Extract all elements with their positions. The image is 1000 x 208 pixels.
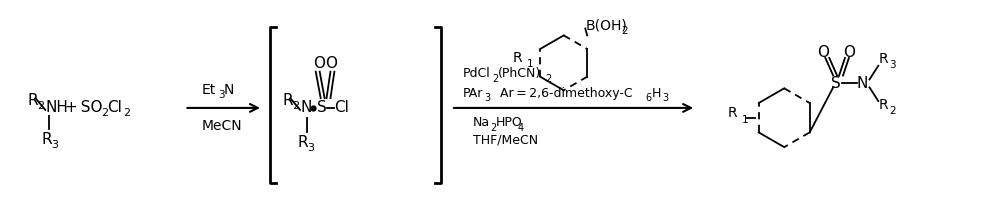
Text: Cl: Cl	[334, 100, 349, 115]
Text: 2: 2	[545, 73, 551, 84]
Text: 2: 2	[622, 26, 628, 36]
Text: H: H	[652, 87, 661, 100]
Text: O: O	[843, 45, 855, 59]
Text: THF/MeCN: THF/MeCN	[473, 134, 538, 147]
Text: N: N	[300, 100, 311, 115]
Text: N: N	[224, 83, 234, 97]
Text: O: O	[818, 45, 830, 59]
Text: + SO: + SO	[65, 100, 102, 115]
Text: Et: Et	[202, 83, 216, 97]
Text: 3: 3	[889, 60, 896, 70]
Text: R: R	[878, 52, 888, 66]
Text: HPO: HPO	[496, 116, 523, 129]
Text: Na: Na	[473, 116, 490, 129]
Text: R: R	[41, 132, 52, 147]
Text: 2: 2	[101, 108, 108, 118]
Text: 2: 2	[490, 123, 496, 132]
Text: NH: NH	[45, 100, 68, 115]
Text: 6: 6	[645, 93, 651, 103]
Text: (PhCN): (PhCN)	[498, 67, 541, 80]
Text: 1: 1	[742, 115, 749, 125]
Text: 2: 2	[37, 101, 45, 111]
Text: B(OH): B(OH)	[585, 19, 627, 33]
Text: O: O	[313, 56, 325, 71]
Text: 3: 3	[484, 93, 490, 103]
Text: 3: 3	[51, 140, 58, 150]
Text: 3: 3	[218, 90, 224, 100]
Text: 4: 4	[518, 123, 524, 132]
Text: PAr: PAr	[463, 87, 483, 100]
Text: 2: 2	[492, 73, 498, 84]
Text: S: S	[317, 100, 326, 115]
Text: R: R	[282, 93, 293, 108]
Text: R: R	[727, 106, 737, 120]
Text: S: S	[831, 76, 841, 91]
Text: 2: 2	[889, 106, 896, 116]
Text: 3: 3	[663, 93, 669, 103]
Text: R: R	[28, 93, 38, 108]
Text: R: R	[513, 51, 522, 65]
Text: 2: 2	[123, 108, 130, 118]
Text: PdCl: PdCl	[463, 67, 491, 80]
Text: MeCN: MeCN	[202, 119, 243, 132]
Text: N: N	[857, 76, 868, 91]
Text: R: R	[297, 135, 308, 150]
Text: 3: 3	[307, 143, 314, 153]
Text: Cl: Cl	[107, 100, 122, 115]
Text: 2: 2	[292, 101, 299, 111]
Text: 1: 1	[526, 59, 533, 69]
Text: Ar = 2,6-dimethoxy-C: Ar = 2,6-dimethoxy-C	[492, 87, 633, 100]
Text: O: O	[326, 56, 338, 71]
Text: R: R	[878, 98, 888, 112]
